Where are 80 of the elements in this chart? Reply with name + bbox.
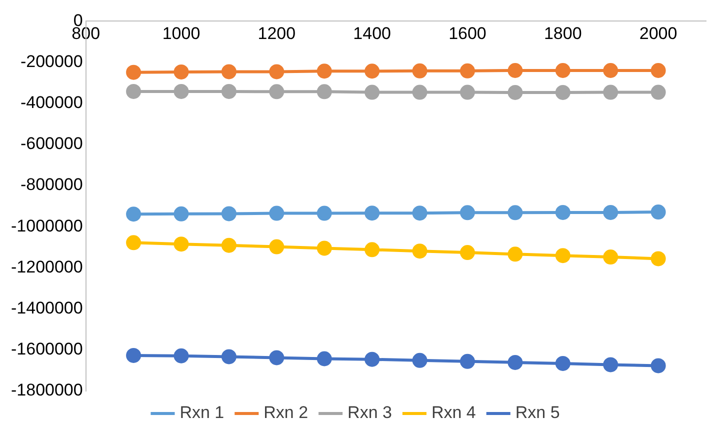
point — [269, 64, 284, 80]
point — [650, 204, 666, 220]
point — [221, 349, 236, 364]
point — [555, 84, 570, 100]
point — [364, 84, 380, 100]
y-tick-label: -800000 — [20, 175, 83, 194]
point — [174, 206, 189, 222]
point — [174, 64, 189, 80]
point — [316, 351, 332, 366]
point — [221, 206, 236, 222]
point — [364, 64, 380, 79]
point — [603, 63, 618, 78]
point — [221, 238, 236, 253]
x-tick-label: 1200 — [258, 24, 296, 44]
legend-label: Rxn 4 — [431, 403, 476, 422]
point — [603, 84, 618, 100]
point — [650, 84, 666, 100]
point — [460, 205, 475, 220]
point — [316, 206, 332, 221]
point — [508, 63, 523, 78]
y-tick-label: -1400000 — [11, 298, 83, 318]
point — [460, 84, 475, 100]
point — [555, 63, 570, 78]
point — [269, 206, 284, 221]
point — [555, 248, 570, 264]
point — [126, 235, 142, 250]
point — [316, 240, 332, 256]
point — [603, 357, 618, 372]
point — [316, 64, 332, 79]
point — [650, 358, 666, 374]
x-tick-label: 1600 — [448, 24, 486, 44]
point — [269, 239, 284, 254]
point — [269, 350, 284, 366]
y-tick-label: -200000 — [20, 52, 83, 71]
point — [412, 63, 428, 78]
point — [126, 84, 142, 99]
x-tick-label: 2000 — [639, 24, 678, 44]
y-tick-label: -400000 — [20, 93, 83, 112]
point — [364, 352, 380, 367]
point — [174, 348, 189, 364]
point — [221, 64, 236, 80]
legend-label: Rxn 1 — [180, 403, 224, 422]
point — [460, 63, 475, 78]
point — [650, 251, 666, 266]
point — [269, 84, 284, 100]
point — [126, 64, 142, 80]
point — [603, 250, 618, 265]
legend-label: Rxn 5 — [515, 403, 560, 422]
point — [316, 84, 332, 100]
point — [364, 206, 380, 221]
point — [126, 348, 142, 363]
x-tick-label: 1800 — [544, 24, 582, 44]
point — [555, 356, 570, 371]
point — [126, 206, 142, 222]
point — [460, 354, 475, 369]
point — [412, 84, 428, 100]
point — [508, 84, 523, 100]
x-tick-label: 1400 — [353, 24, 391, 44]
legend-label: Rxn 3 — [348, 403, 392, 422]
x-tick-label: 1000 — [162, 24, 200, 44]
point — [650, 63, 666, 78]
point — [508, 205, 523, 220]
point — [412, 352, 428, 368]
point — [221, 84, 236, 99]
point — [412, 244, 428, 259]
point — [460, 245, 475, 260]
y-tick-label: -1200000 — [11, 257, 83, 276]
point — [174, 84, 189, 99]
point — [364, 242, 380, 258]
y-tick-label: -1600000 — [11, 340, 83, 359]
point — [508, 246, 523, 262]
legend-label: Rxn 2 — [264, 403, 308, 422]
point — [174, 236, 189, 252]
y-tick-label: -1800000 — [11, 380, 83, 400]
y-tick-label: -1000000 — [11, 216, 83, 236]
point — [603, 204, 618, 220]
point — [508, 354, 523, 370]
point — [412, 206, 428, 221]
y-tick-label: -600000 — [20, 134, 83, 154]
point — [555, 204, 570, 220]
